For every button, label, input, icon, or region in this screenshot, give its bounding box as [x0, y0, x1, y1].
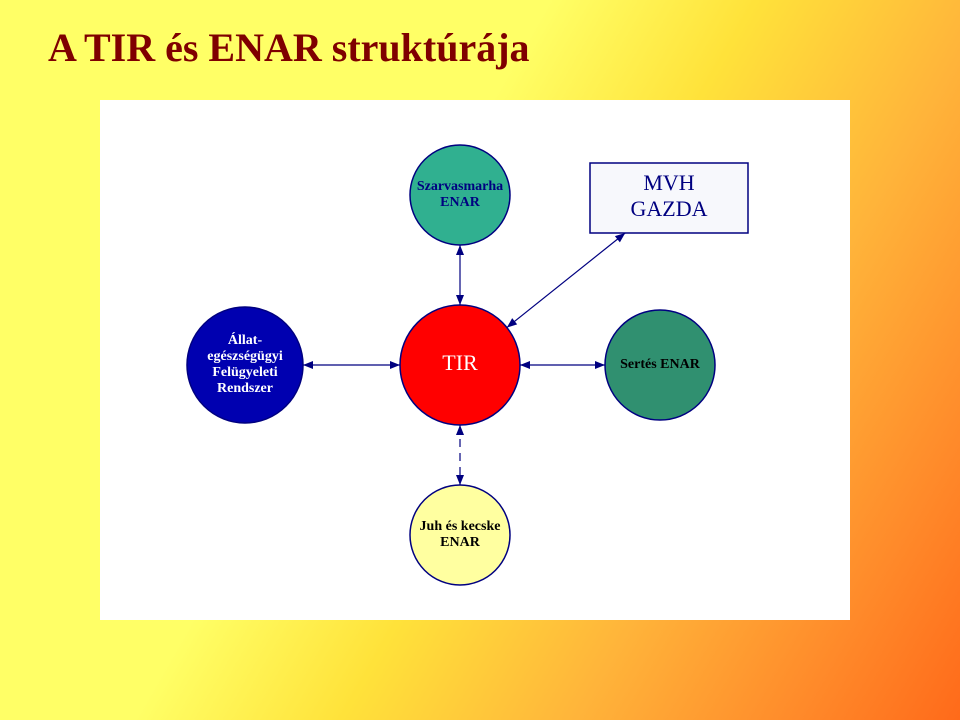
edge-arrowhead: [456, 425, 464, 435]
edge-tir-mvh: [507, 233, 625, 328]
edge-arrowhead: [507, 318, 517, 327]
edge-arrowhead: [456, 245, 464, 255]
edge-arrowhead: [595, 361, 605, 369]
diagram-panel: TIRSzarvasmarhaENARÁllat-egészségügyiFel…: [100, 100, 850, 620]
edge-arrowhead: [615, 233, 625, 242]
edge-arrowhead: [456, 475, 464, 485]
edge-arrowhead: [520, 361, 530, 369]
edge-arrowhead: [303, 361, 313, 369]
edge-arrowhead: [456, 295, 464, 305]
node-label-sertes: Sertés ENAR: [620, 357, 701, 372]
diagram-svg: TIRSzarvasmarhaENARÁllat-egészségügyiFel…: [100, 100, 850, 620]
slide-title: A TIR és ENAR struktúrája: [48, 24, 530, 71]
node-label-tir: TIR: [442, 350, 478, 375]
slide-background: A TIR és ENAR struktúrája TIRSzarvasmarh…: [0, 0, 960, 720]
edge-arrowhead: [390, 361, 400, 369]
